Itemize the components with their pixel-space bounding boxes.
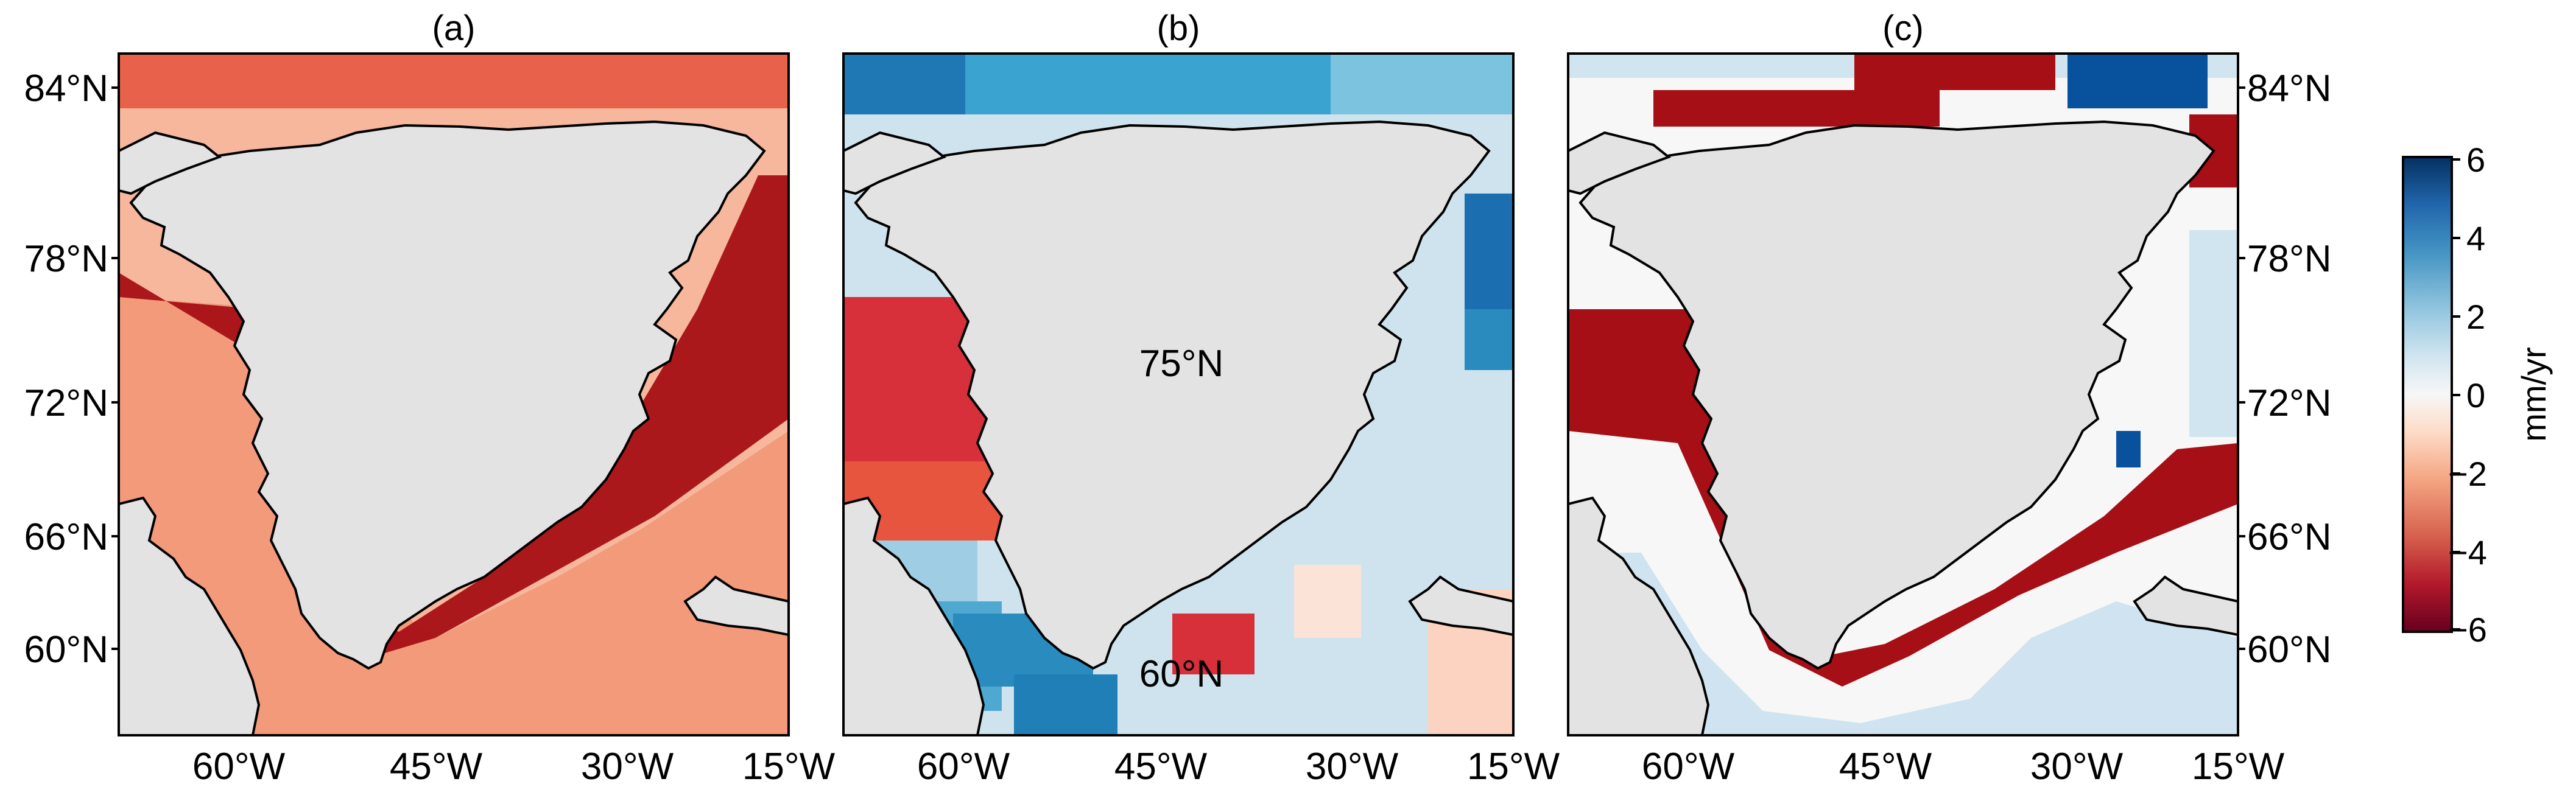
colorbar-tick-label: 6 bbox=[2466, 141, 2485, 179]
lat-tick-label: 72°N bbox=[24, 382, 108, 424]
lat-tick-label: 66°N bbox=[2247, 516, 2332, 558]
lat-ticks-left bbox=[111, 86, 119, 650]
lat-tick-label: 72°N bbox=[2247, 382, 2332, 424]
colorbar-ticks bbox=[2452, 158, 2460, 631]
lon-tick-label: 45°W bbox=[1839, 746, 1932, 788]
lat-tick-label: 84°N bbox=[24, 68, 108, 110]
lon-tick-label: 45°W bbox=[1114, 746, 1208, 788]
colorbar-tick-label: 2 bbox=[2466, 298, 2485, 336]
ocean-field-north bbox=[119, 54, 789, 108]
grid-cell bbox=[1014, 674, 1117, 735]
grid-cell bbox=[1653, 90, 1940, 127]
panel-title: (c) bbox=[1882, 9, 1924, 48]
lon-tick-label: 60°W bbox=[192, 746, 286, 788]
grid-cell bbox=[965, 54, 1331, 114]
grid-cell bbox=[1465, 194, 1513, 315]
colorbar-tick-label: −4 bbox=[2448, 533, 2487, 572]
grid-cell bbox=[1331, 54, 1513, 114]
inset-label-60n: 60°N bbox=[1139, 653, 1224, 695]
lon-tick-label: 60°W bbox=[917, 746, 1010, 788]
grid-cell bbox=[1465, 309, 1513, 370]
colorbar-tick-label: 0 bbox=[2466, 376, 2485, 414]
lon-tick-label: 60°W bbox=[1642, 746, 1735, 788]
grid-cell bbox=[2067, 54, 2208, 108]
colorbar-label: mm/yr bbox=[2514, 347, 2553, 442]
ocean-field-south bbox=[1568, 553, 2238, 735]
grid-cell bbox=[1172, 614, 1255, 674]
lon-tick-label: 15°W bbox=[1467, 746, 1560, 788]
lat-tick-label: 60°N bbox=[24, 629, 108, 671]
lon-tick-label: 30°W bbox=[1306, 746, 1399, 788]
grid-cell bbox=[1294, 565, 1361, 638]
grid-cell bbox=[2116, 431, 2141, 467]
panel-a: (a) bbox=[118, 9, 790, 736]
grid-cell bbox=[2189, 230, 2238, 437]
panel-title: (a) bbox=[432, 9, 476, 48]
lat-tick-label: 78°N bbox=[2247, 238, 2332, 280]
lat-tick-label: 78°N bbox=[24, 238, 108, 280]
panel-frame bbox=[1567, 52, 2239, 736]
lon-tick-label: 30°W bbox=[581, 746, 674, 788]
panel-b: 75°N 60°N (b) bbox=[842, 9, 1515, 736]
lon-tick-label: 30°W bbox=[2030, 746, 2124, 788]
lon-axis-c: 60°W 45°W 30°W 15°W bbox=[1642, 746, 2285, 788]
lat-ticks-right bbox=[2238, 86, 2245, 650]
lon-tick-label: 15°W bbox=[742, 746, 836, 788]
lat-tick-label: 84°N bbox=[2247, 68, 2332, 110]
lon-axis-a: 60°W 45°W 30°W 15°W bbox=[192, 746, 836, 788]
lat-axis-left: 84°N 78°N 72°N 66°N 60°N bbox=[24, 68, 108, 671]
colorbar-tick-label: 4 bbox=[2466, 219, 2485, 257]
lat-tick-label: 60°N bbox=[2247, 629, 2332, 671]
inset-label-75n: 75°N bbox=[1139, 343, 1224, 385]
lat-axis-right: 84°N 78°N 72°N 66°N 60°N bbox=[2247, 68, 2332, 671]
lon-tick-label: 15°W bbox=[2192, 746, 2285, 788]
lon-tick-label: 45°W bbox=[390, 746, 483, 788]
grid-cell bbox=[843, 54, 965, 114]
colorbar: 6 4 2 0 −2 −4 −6 mm/yr bbox=[2402, 141, 2553, 649]
lat-tick-label: 66°N bbox=[24, 516, 108, 558]
panel-frame bbox=[118, 52, 790, 736]
panel-title: (b) bbox=[1157, 9, 1200, 48]
colorbar-tick-label: −6 bbox=[2448, 610, 2487, 649]
panel-frame bbox=[842, 52, 1515, 736]
coastal-anomaly bbox=[119, 175, 789, 656]
grid-cell bbox=[1854, 54, 2055, 90]
panel-c: (c) bbox=[1567, 9, 2239, 736]
colorbar-gradient bbox=[2402, 156, 2453, 633]
colorbar-tick-label: −2 bbox=[2448, 455, 2487, 493]
lon-axis-b: 60°W 45°W 30°W 15°W bbox=[917, 746, 1560, 788]
